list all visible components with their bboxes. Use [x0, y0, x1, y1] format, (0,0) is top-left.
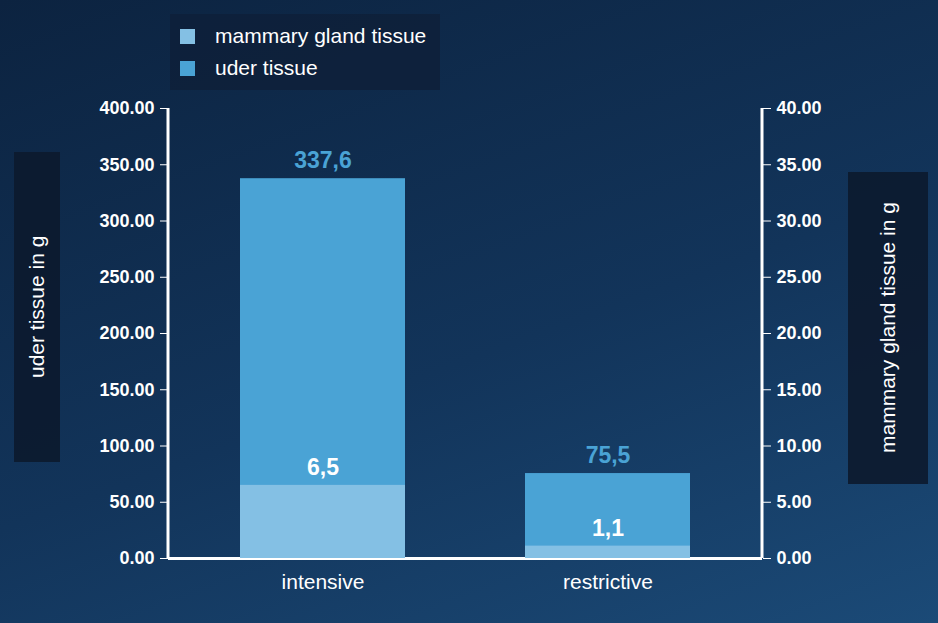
svg-text:50.00: 50.00: [109, 492, 154, 512]
svg-text:35.00: 35.00: [777, 155, 822, 175]
html-text:mammary gland tissue: mammary gland tissue: [215, 24, 427, 47]
svg-text:6,5: 6,5: [307, 454, 339, 480]
svg-text:intensive: intensive: [282, 570, 365, 593]
svg-text:300.00: 300.00: [99, 211, 154, 231]
svg-text:0.00: 0.00: [119, 548, 154, 568]
svg-text:40.00: 40.00: [777, 98, 822, 118]
html-text:uder tissue: uder tissue: [215, 56, 318, 79]
html-text:mammary gland tissue in g: mammary gland tissue in g: [876, 202, 899, 454]
svg-text:150.00: 150.00: [99, 380, 154, 400]
svg-text:337,6: 337,6: [294, 147, 352, 173]
svg-text:0.00: 0.00: [777, 548, 812, 568]
svg-text:25.00: 25.00: [777, 267, 822, 287]
svg-text:restrictive: restrictive: [563, 570, 653, 593]
svg-text:5.00: 5.00: [777, 492, 812, 512]
svg-text:200.00: 200.00: [99, 323, 154, 343]
svg-text:15.00: 15.00: [777, 380, 822, 400]
svg-text:350.00: 350.00: [99, 155, 154, 175]
svg-text:100.00: 100.00: [99, 436, 154, 456]
svg-text:75,5: 75,5: [586, 442, 631, 468]
svg-text:10.00: 10.00: [777, 436, 822, 456]
html-text:uder tissue in g: uder tissue in g: [25, 235, 48, 379]
svg-text:20.00: 20.00: [777, 323, 822, 343]
svg-text:1,1: 1,1: [592, 514, 624, 540]
svg-text:30.00: 30.00: [777, 211, 822, 231]
svg-text:250.00: 250.00: [99, 267, 154, 287]
svg-text:400.00: 400.00: [99, 98, 154, 118]
